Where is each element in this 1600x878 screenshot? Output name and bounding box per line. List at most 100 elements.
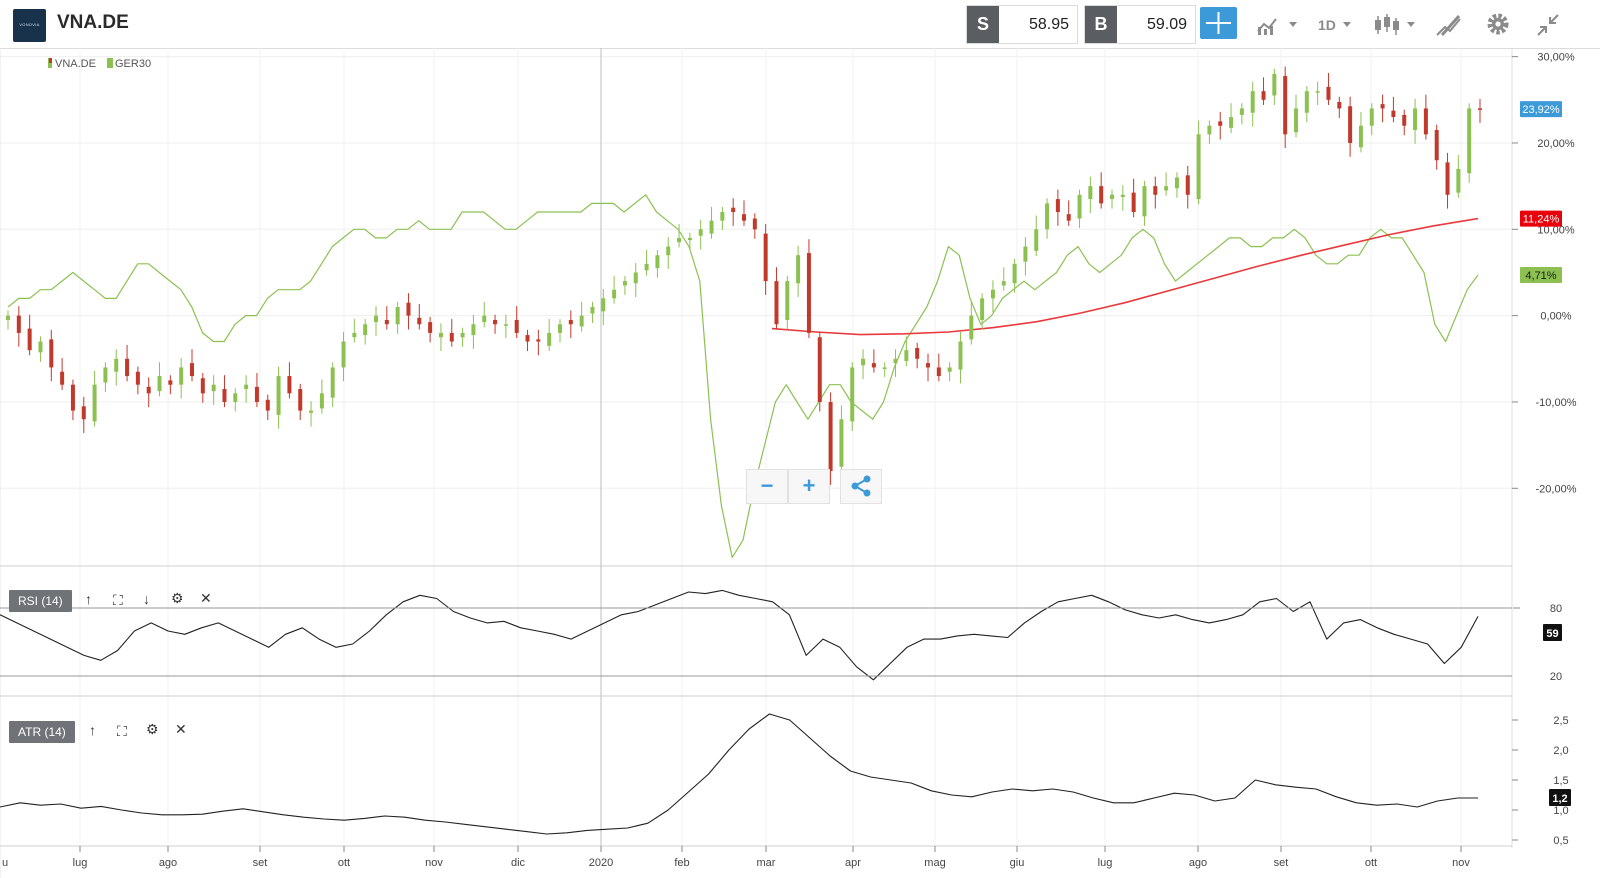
candle-body	[882, 367, 887, 369]
collapse-button[interactable]	[1534, 7, 1564, 41]
candle-body	[915, 348, 920, 359]
gear-icon[interactable]: ⚙	[146, 721, 159, 737]
candle-body	[125, 358, 130, 377]
zoom-in-button[interactable]: +	[788, 469, 830, 504]
sell-price-button[interactable]: S 58.95	[966, 5, 1078, 44]
candle-body	[514, 319, 519, 333]
candle-body	[135, 371, 140, 385]
maximize-icon[interactable]: ⛶	[113, 592, 123, 608]
buy-price-button[interactable]: B 59.09	[1084, 5, 1196, 44]
candle-body	[482, 315, 487, 323]
timeframe-selector[interactable]: 1D	[1316, 7, 1356, 41]
candle-body	[828, 401, 833, 472]
move-up-icon[interactable]: ↑	[89, 722, 96, 738]
rsi-panel-label[interactable]: RSI (14)	[9, 590, 72, 612]
compare-button[interactable]	[1254, 7, 1300, 41]
share-button[interactable]	[840, 469, 882, 504]
atr-series-line	[0, 713, 1478, 835]
candle-body	[309, 410, 314, 413]
candle-body	[60, 371, 65, 385]
x-tick-label: lug	[73, 857, 88, 869]
chart-toolbar: VONOVIA VNA.DE S 58.95 B 59.09 1D	[0, 0, 1600, 49]
zoom-out-button[interactable]: −	[746, 469, 788, 504]
candle-body	[406, 302, 411, 316]
x-tick-label: set	[1274, 857, 1289, 869]
candle-body	[990, 289, 995, 299]
candle-body	[1001, 281, 1006, 286]
candle-body	[817, 337, 822, 402]
candle-body	[677, 237, 682, 243]
candle-body	[774, 281, 779, 325]
crosshair-button[interactable]	[1200, 7, 1237, 39]
gear-icon[interactable]: ⚙	[171, 590, 184, 606]
sell-price: 58.95	[1028, 16, 1069, 33]
candle-body	[947, 367, 952, 372]
candle-body	[655, 255, 660, 269]
grid-lines	[0, 48, 1512, 846]
x-tick-label: ago	[159, 857, 177, 869]
x-tick-label: mar	[757, 857, 776, 869]
candle-body	[254, 386, 259, 402]
candle-body	[319, 393, 324, 409]
candle-body	[644, 263, 649, 271]
candle-body	[731, 207, 736, 213]
candle-body	[1153, 186, 1158, 195]
candle-body	[742, 214, 746, 221]
candle-body	[1077, 194, 1082, 219]
close-icon[interactable]: ✕	[200, 590, 212, 606]
candle-body	[1348, 106, 1353, 143]
candle-body	[1023, 246, 1028, 262]
candle-body	[633, 272, 638, 284]
candle-body	[384, 319, 389, 325]
legend-ger30[interactable]: GER30	[115, 58, 151, 70]
candle-body	[1066, 214, 1071, 221]
x-tick-label: giu	[1010, 857, 1025, 869]
candle-body	[493, 319, 498, 325]
candle-body	[1283, 76, 1288, 135]
candle-body	[687, 237, 692, 241]
candle-body	[547, 332, 552, 346]
atr-panel-label[interactable]: ATR (14)	[9, 721, 75, 743]
atr-y-tick-label: 2,0	[1553, 745, 1568, 757]
timeframe-label: 1D	[1318, 17, 1336, 33]
rsi-value: 59	[1546, 628, 1558, 640]
x-tick-label: mag	[924, 857, 945, 869]
candle-body	[1164, 186, 1169, 191]
candle-body	[222, 389, 227, 402]
move-down-icon[interactable]: ↓	[143, 591, 150, 607]
candle-body	[1207, 125, 1212, 135]
candle-body	[341, 341, 346, 368]
candle-body	[1326, 86, 1331, 100]
gear-icon	[1487, 13, 1509, 35]
candle-body	[1261, 91, 1266, 100]
y-tick-label: 10,00%	[1537, 224, 1575, 236]
legend-vna[interactable]: VNA.DE	[55, 58, 96, 70]
candle-body	[1423, 108, 1428, 135]
x-tick-label: feb	[674, 857, 689, 869]
chart-type-button[interactable]	[1372, 7, 1418, 41]
drawing-tools-button[interactable]	[1434, 7, 1464, 41]
candle-body	[363, 324, 368, 336]
x-tick-label: nov	[1452, 857, 1470, 869]
vna-candles	[6, 66, 1482, 485]
candle-body	[1478, 108, 1482, 110]
candle-body	[471, 324, 476, 336]
candle-body	[1142, 186, 1147, 217]
candle-body	[103, 367, 108, 383]
maximize-icon[interactable]: ⛶	[117, 723, 127, 739]
candle-body	[1045, 203, 1050, 230]
rsi-level-80-label: 80	[1550, 603, 1562, 615]
settings-button[interactable]	[1484, 7, 1514, 41]
candle-body	[1369, 108, 1374, 126]
candle-body	[1337, 101, 1342, 109]
candle-body	[27, 328, 32, 351]
close-icon[interactable]: ✕	[175, 721, 187, 737]
rsi-series-line	[0, 589, 1479, 681]
atr-value: 1,2	[1552, 793, 1567, 805]
candle-body	[168, 380, 173, 385]
candle-body	[1445, 162, 1450, 195]
x-tick-label: 2020	[589, 857, 613, 869]
ma-badge-label: 11,24%	[1523, 214, 1560, 226]
move-up-icon[interactable]: ↑	[85, 591, 92, 607]
